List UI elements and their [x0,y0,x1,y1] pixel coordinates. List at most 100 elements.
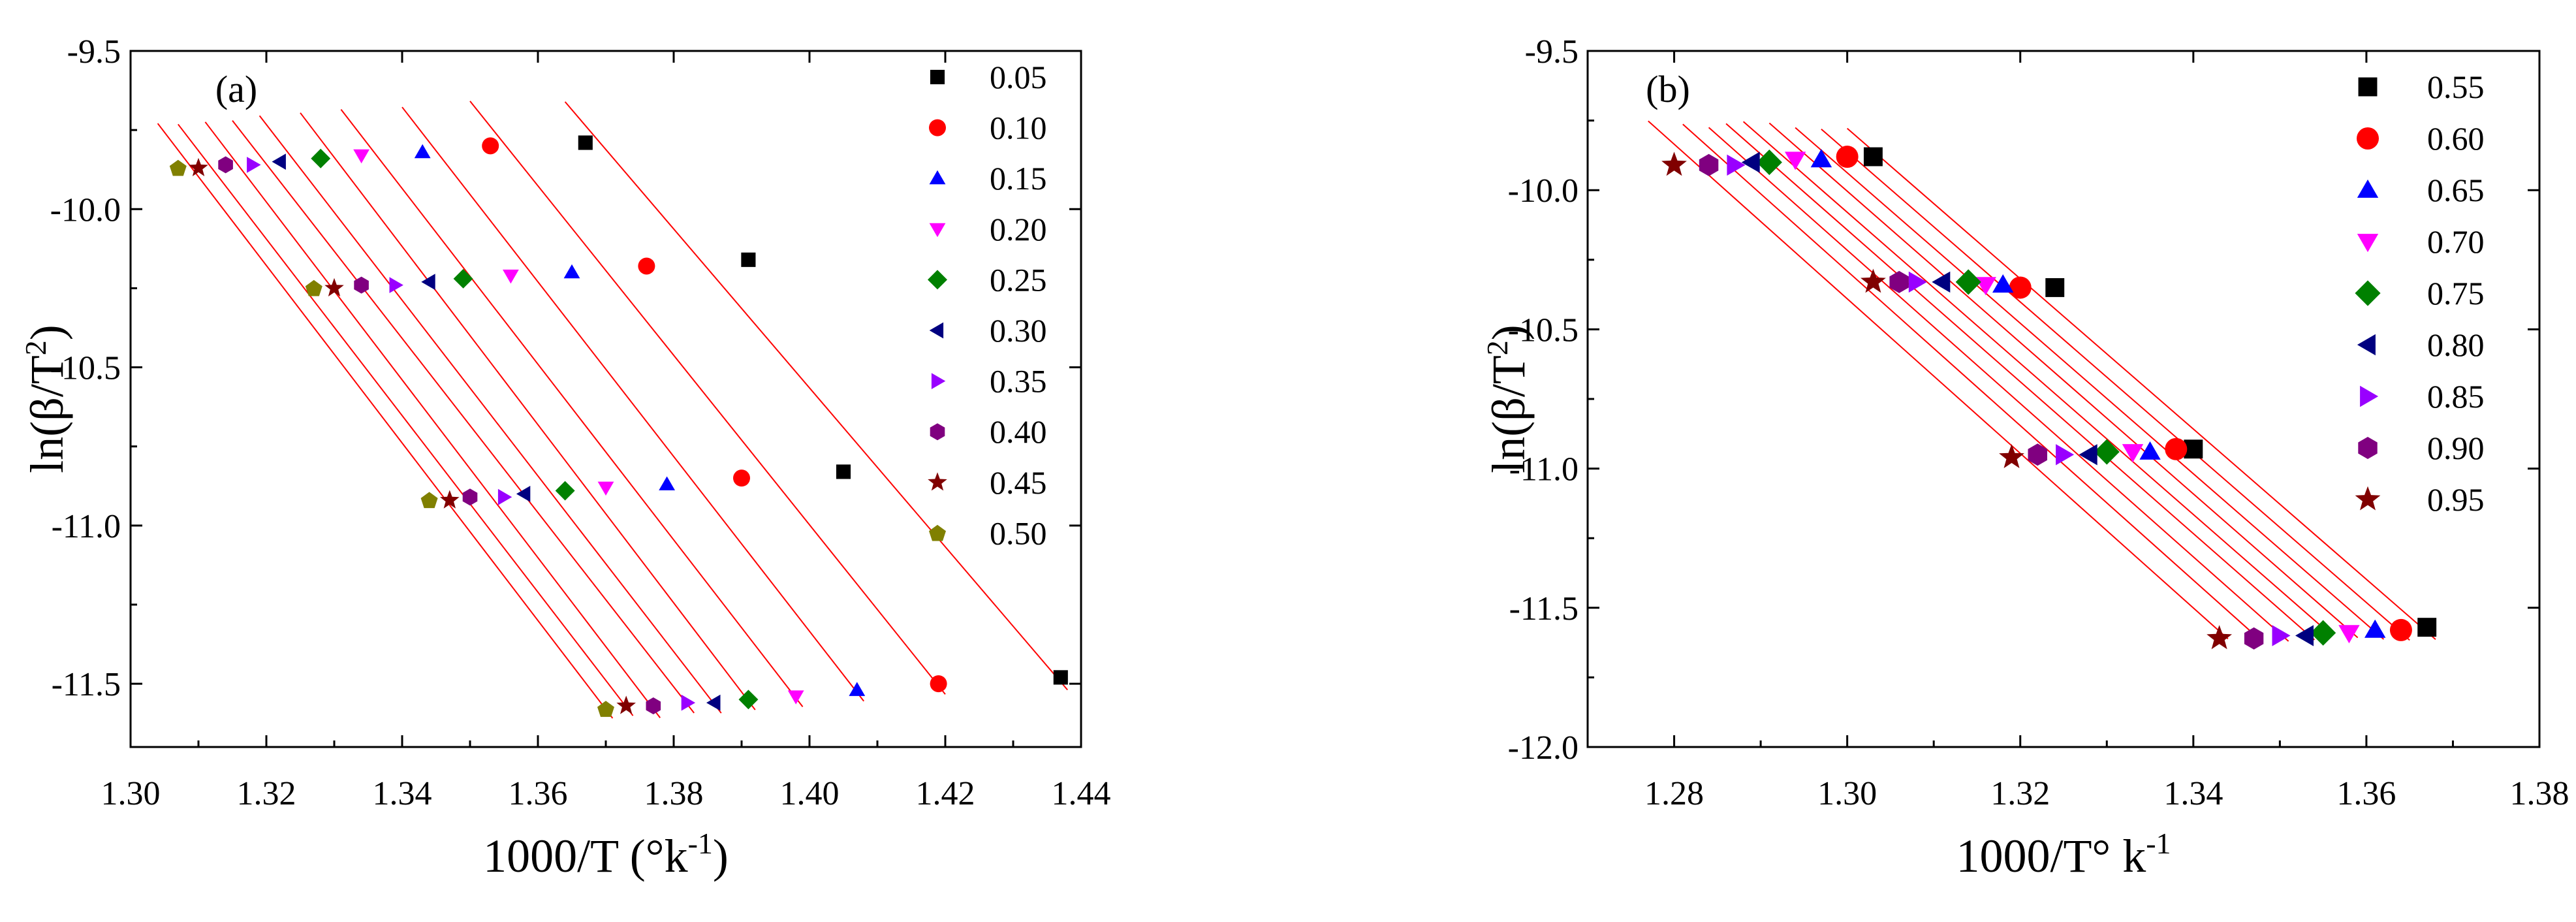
legend-marker-0.10 [929,119,946,136]
legend-marker-0.40 [930,423,945,441]
fit-line-0.70 [1768,122,2359,639]
x-axis-title: 1000/T (°k-1) [483,827,729,882]
data-point-0.40 [646,697,661,714]
data-point-0.75 [2310,620,2336,646]
legend-marker-0.85 [2360,385,2379,407]
data-point-0.75 [1756,150,1782,176]
data-point-0.90 [2244,627,2264,650]
fit-line-0.40 [204,121,661,718]
data-point-0.20 [597,481,614,496]
data-point-0.45 [440,490,460,509]
legend-label-0.55: 0.55 [2427,69,2485,105]
data-point-0.70 [2122,444,2144,463]
data-point-0.10 [733,469,750,487]
data-point-0.60 [2165,437,2188,460]
data-point-0.70 [2338,625,2360,644]
fit-line-0.80 [1725,123,2316,641]
data-point-0.15 [563,264,580,279]
data-point-0.15 [849,682,866,696]
y-tick-label: -9.5 [67,33,121,71]
legend-label-0.35: 0.35 [990,363,1047,400]
data-point-0.85 [1908,271,1927,293]
data-point-0.25 [555,481,575,501]
fit-line-0.85 [1708,127,2289,642]
legend-marker-0.65 [2357,179,2379,198]
x-tick-label: 1.44 [1052,775,1111,812]
data-point-0.90 [1699,153,1719,176]
y-tick-label: -12.0 [1508,729,1579,767]
fit-line-0.60 [1821,128,2410,641]
chart-panel-a: 1.30 1.32 1.34 1.36 1.38 1.40 1.42 1.44 -9.5 -10.… [19,33,1111,882]
x-tick-label: 1.34 [373,775,432,812]
y-axis-title: ln(β/T2) [19,325,73,473]
x-tick-label: 1.36 [2336,775,2396,812]
data-point-0.45 [324,278,344,296]
data-point-0.50 [169,159,187,176]
data-point-0.25 [453,268,473,289]
fit-line-0.65 [1795,127,2385,640]
data-point-0.10 [930,675,947,693]
fit-line-0.45 [178,123,634,716]
x-tick-label: 1.28 [1644,775,1704,812]
data-point-0.55 [1863,147,1883,167]
data-point-0.95 [1661,151,1687,176]
x-tick-label: 1.34 [2163,775,2223,812]
plot-frame [1586,50,2541,748]
data-point-0.20 [353,149,369,164]
fit-line-0.35 [232,120,695,714]
fit-line-0.15 [401,106,864,702]
legend-marker-0.25 [928,270,947,290]
data-point-0.40 [354,276,369,294]
fit-line-0.95 [1648,120,2229,640]
data-point-0.35 [497,488,512,505]
data-point-0.85 [2056,444,2075,466]
data-point-0.80 [2079,444,2097,466]
data-point-0.20 [503,269,519,284]
data-point-0.30 [516,486,531,502]
data-point-0.65 [2364,619,2386,638]
x-tick-label: 1.40 [780,775,840,812]
legend-label-0.75: 0.75 [2427,275,2485,311]
x-axis-title: 1000/T° k-1 [1956,827,2171,882]
data-point-0.50 [420,492,438,509]
legend-label-0.30: 0.30 [990,312,1047,349]
legend-marker-0.50 [929,524,946,541]
data-point-0.05 [1053,670,1068,685]
legend-marker-0.90 [2358,437,2378,459]
data-point-0.20 [787,690,804,705]
legend-label-0.15: 0.15 [990,160,1047,197]
data-point-0.15 [659,476,675,490]
legend-label-0.85: 0.85 [2427,378,2485,415]
data-point-0.25 [311,148,331,168]
legend-label-0.10: 0.10 [990,110,1047,146]
data-point-0.50 [305,279,322,296]
fit-line-0.30 [259,115,722,714]
legend-marker-0.75 [2355,280,2381,306]
y-axis-title: ln(β/T2) [1481,325,1535,473]
data-point-0.65 [2139,441,2161,460]
data-point-0.50 [597,701,614,717]
legend-marker-0.95 [2355,486,2381,511]
legend-marker-0.15 [929,170,946,185]
legend-label-0.80: 0.80 [2427,326,2485,363]
data-point-0.80 [1932,271,1951,293]
data-point-0.65 [1992,274,2014,293]
data-point-0.95 [1861,268,1886,293]
chart-panel-b: 1.28 1.30 1.32 1.34 1.36 1.38 -9.5 -10.0 -10.5 -1… [1481,33,2569,882]
legend-label-0.70: 0.70 [2427,223,2485,260]
panel-label: (a) [215,68,257,110]
legend-marker-0.60 [2357,127,2379,150]
legend-label-0.95: 0.95 [2427,481,2485,518]
data-point-0.35 [247,157,261,173]
x-tick-label: 1.30 [1817,775,1877,812]
data-point-0.55 [2045,278,2065,297]
x-tick-label: 1.38 [2510,775,2569,812]
fit-line-0.55 [1846,127,2436,641]
legend-marker-0.20 [929,223,946,238]
legend-label-0.50: 0.50 [990,515,1047,551]
fit-line-0.50 [157,123,614,719]
y-tick-label: -11.5 [52,666,121,703]
data-point-0.30 [706,694,721,711]
legend-marker-0.80 [2357,334,2376,356]
